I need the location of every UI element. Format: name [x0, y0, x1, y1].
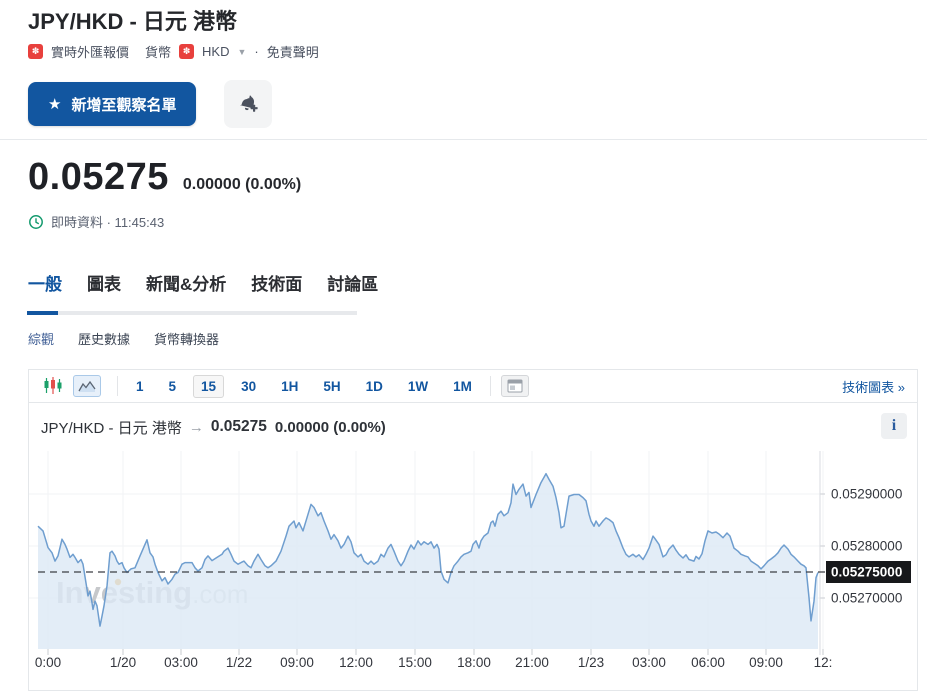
timeframe-30[interactable]: 30 [241, 378, 257, 394]
svg-text:1/20: 1/20 [110, 655, 136, 670]
tab-underline-track [28, 311, 357, 315]
chart-title: JPY/HKD - 日元 港幣 [41, 419, 182, 437]
timeframe-1m[interactable]: 1M [453, 378, 472, 394]
subtab-overview[interactable]: 綜觀 [28, 332, 55, 347]
realtime-label: 即時資料 · 11:45:43 [51, 215, 165, 230]
clock-icon [29, 214, 43, 229]
timeframe-1w[interactable]: 1W [407, 378, 429, 394]
svg-text:18:00: 18:00 [457, 655, 491, 670]
add-watchlist-button[interactable]: ★ 新增至觀察名單 [28, 82, 197, 126]
hk-flag-icon: ✽ [28, 44, 43, 59]
double-arrow-icon: » [897, 379, 905, 395]
info-icon[interactable]: i [881, 413, 907, 439]
candlestick-chart-button[interactable] [39, 374, 67, 398]
svg-text:09:00: 09:00 [749, 655, 783, 670]
timeframe-1d[interactable]: 1D [365, 378, 383, 394]
create-alert-button[interactable] [224, 80, 273, 128]
chart-change: 0.00000 (0.00%) [274, 418, 386, 436]
tab-charts[interactable]: 圖表 [87, 275, 121, 294]
chart-header: JPY/HKD - 日元 港幣 → 0.05275 0.00000 (0.00%… [29, 403, 917, 451]
breadcrumb-currencies-link[interactable]: 貨幣 [145, 45, 172, 60]
svg-text:09:00: 09:00 [280, 655, 314, 670]
section-divider [0, 139, 927, 140]
breadcrumb: ✽ 實時外匯報價 貨幣 ✽ HKD ▼ · 免責聲明 [28, 42, 319, 61]
hk-flag-icon: ✽ [179, 44, 195, 59]
svg-text:06:00: 06:00 [691, 655, 725, 670]
layout-icon [507, 379, 523, 393]
breadcrumb-hkd-link[interactable]: HKD [202, 44, 230, 59]
realtime-row: 即時資料 · 11:45:43 [28, 212, 164, 231]
tab-news-analysis[interactable]: 新聞&分析 [146, 275, 227, 294]
svg-text:03:00: 03:00 [164, 655, 198, 670]
svg-text:03:00: 03:00 [632, 655, 666, 670]
timeframe-15[interactable]: 15 [193, 374, 225, 398]
price-area-chart[interactable]: 0:00 1/20 03:00 1/22 09:00 12:00 15:00 18:00 21:… [29, 451, 915, 687]
change-value: 0.00000 [182, 176, 241, 193]
svg-text:0.05275000: 0.05275000 [831, 565, 902, 580]
svg-text:21:00: 21:00 [515, 655, 549, 670]
tab-active-underline [27, 311, 58, 315]
change-percent: (0.00%) [245, 176, 302, 193]
add-watchlist-label: 新增至觀察名單 [71, 96, 177, 114]
sub-tabs: 綜觀 歷史數據 貨幣轉換器 [28, 329, 219, 348]
chart-price: 0.05275 [210, 418, 267, 435]
price-change: 0.00000 (0.00%) [183, 176, 301, 194]
quote-block: 0.05275 0.00000 (0.00%) [28, 156, 301, 199]
timeframe-1h[interactable]: 1H [281, 378, 299, 394]
svg-text:12:: 12: [814, 655, 833, 670]
last-price: 0.05275 [28, 156, 169, 198]
star-icon: ★ [48, 95, 62, 113]
technical-chart-link[interactable]: 技術圖表 » [842, 377, 905, 396]
svg-text:0.05270000: 0.05270000 [831, 591, 902, 606]
chart-toolbar: 1 5 15 30 1H 5H 1D 1W 1M 技術圖表 » [29, 370, 917, 403]
chart-card: 1 5 15 30 1H 5H 1D 1W 1M 技術圖表 » JPY/HKD - 日元 港幣 … [28, 369, 918, 691]
chevron-down-icon[interactable]: ▼ [237, 46, 247, 57]
timeframe-1[interactable]: 1 [136, 378, 144, 394]
breadcrumb-dot: · [254, 44, 259, 59]
disclaimer-link[interactable]: 免責聲明 [266, 45, 319, 60]
tab-discussions[interactable]: 討論區 [327, 275, 379, 294]
chart-layout-button[interactable] [500, 375, 529, 397]
subtab-historical-data[interactable]: 歷史數據 [78, 332, 131, 347]
bell-plus-icon [240, 95, 259, 112]
timeframe-5[interactable]: 5 [168, 378, 177, 394]
candlestick-icon [44, 377, 62, 394]
breadcrumb-forex-quotes-link[interactable]: 實時外匯報價 [51, 45, 130, 60]
timeframe-list: 1 5 15 30 1H 5H 1D 1W 1M [128, 374, 480, 398]
svg-text:12:00: 12:00 [339, 655, 373, 670]
svg-text:1/22: 1/22 [226, 655, 252, 670]
toolbar-separator [489, 376, 491, 396]
svg-text:15:00: 15:00 [398, 655, 432, 670]
area-chart-icon [78, 380, 96, 392]
svg-text:0:00: 0:00 [35, 655, 61, 670]
svg-text:1/23: 1/23 [578, 655, 604, 670]
arrow-right-icon: → [188, 418, 204, 436]
svg-text:0.05290000: 0.05290000 [831, 487, 902, 502]
tab-technical[interactable]: 技術面 [251, 275, 303, 294]
area-chart-button[interactable] [73, 375, 101, 397]
main-tabs: 一般 圖表 新聞&分析 技術面 討論區 [28, 270, 378, 295]
toolbar-separator [117, 376, 118, 396]
technical-chart-label: 技術圖表 [842, 379, 895, 395]
tab-general[interactable]: 一般 [28, 275, 62, 294]
quote-actions: ★ 新增至觀察名單 [28, 80, 273, 128]
page-title: JPY/HKD - 日元 港幣 [28, 9, 238, 34]
subtab-currency-converter[interactable]: 貨幣轉換器 [154, 332, 220, 347]
svg-text:0.05280000: 0.05280000 [831, 539, 902, 554]
timeframe-5h[interactable]: 5H [323, 378, 341, 394]
